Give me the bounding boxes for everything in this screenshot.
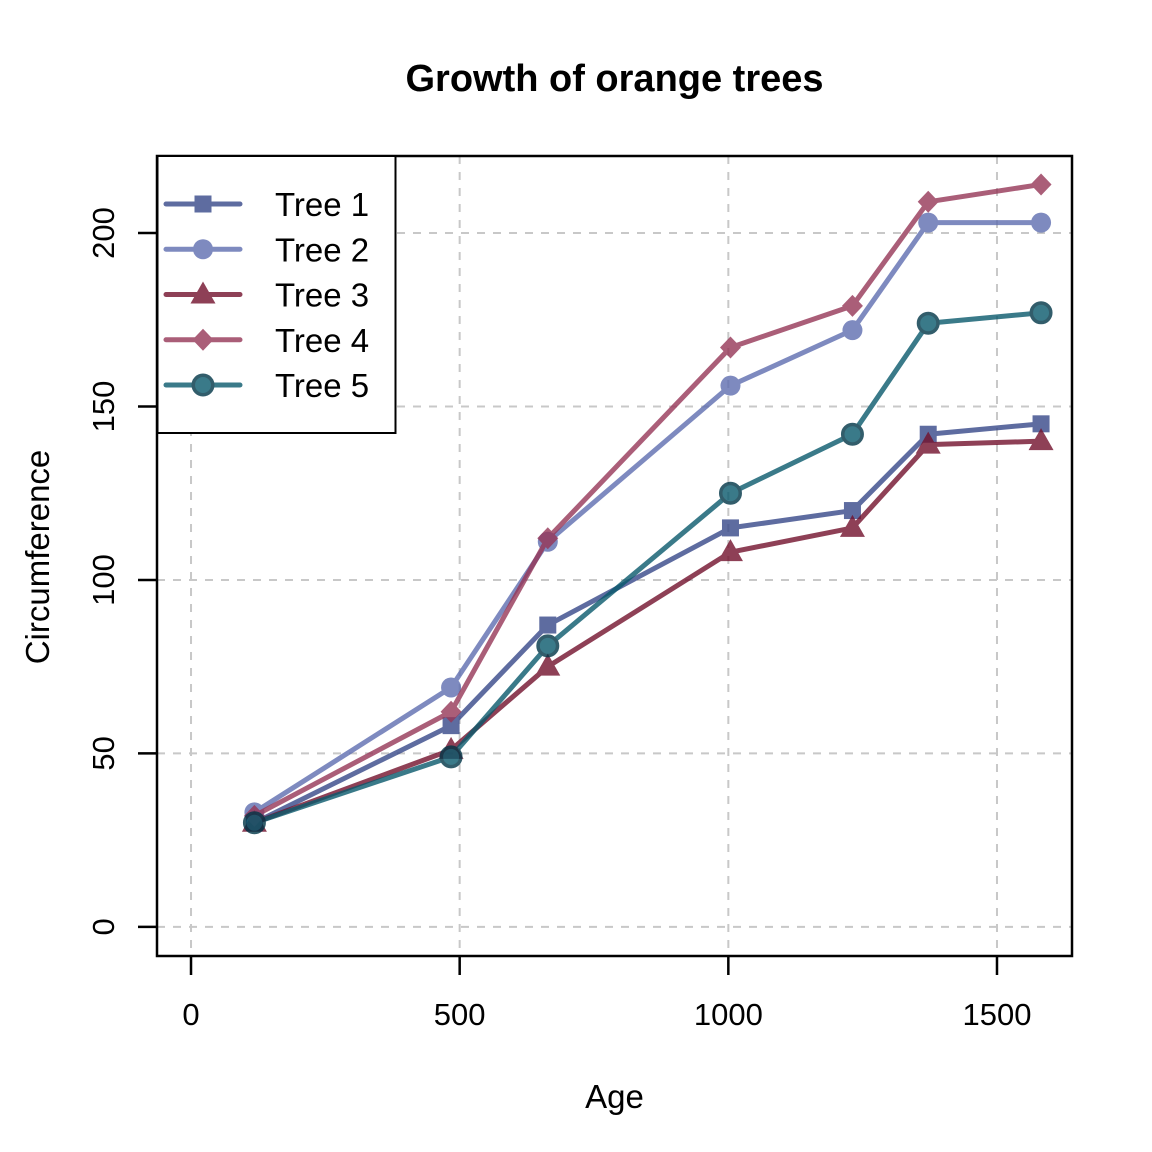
- data-point-circle: [1031, 212, 1052, 233]
- legend-label: Tree 5: [275, 367, 369, 404]
- legend-key: [163, 239, 243, 260]
- x-axis-tick-label: 500: [434, 997, 486, 1032]
- y-axis-title: Circumference: [19, 449, 56, 665]
- data-point-circle: [193, 239, 213, 260]
- data-point-square: [1032, 415, 1050, 433]
- data-point-ring: [916, 311, 940, 335]
- legend: Tree 1 Tree 2 Tree 3 Tree 4 Tree 5: [156, 155, 397, 434]
- data-point-diamond: [719, 336, 741, 359]
- x-axis-tick-label: 1000: [694, 997, 763, 1032]
- data-point-square: [194, 195, 212, 213]
- data-point-circle: [720, 375, 741, 396]
- legend-label: Tree 1: [275, 186, 369, 223]
- chart-title: Growth of orange trees: [405, 58, 824, 100]
- legend-label: Tree 3: [275, 277, 369, 314]
- data-point-triangle: [839, 514, 865, 537]
- data-point-ring: [840, 422, 864, 446]
- data-point-diamond: [192, 328, 214, 351]
- axis-tick-labels: 0 500 1000 1500 0 50 100 150 200: [86, 207, 1031, 1032]
- data-point-ring: [1029, 301, 1053, 325]
- data-point-diamond: [1030, 173, 1052, 196]
- y-axis-tick-label: 0: [86, 918, 121, 935]
- series-tree-1: [245, 415, 1050, 832]
- data-point-diamond: [917, 190, 939, 213]
- legend-key: [163, 195, 243, 213]
- data-point-circle: [918, 212, 939, 233]
- x-axis-tick-label: 0: [182, 997, 199, 1032]
- data-point-circle: [441, 677, 462, 698]
- data-point-triangle: [535, 653, 561, 676]
- data-point-circle: [1032, 303, 1051, 322]
- data-point-circle: [842, 320, 863, 341]
- data-point-ring: [191, 373, 215, 397]
- legend-key: [163, 328, 243, 351]
- data-point-circle: [843, 425, 862, 444]
- legend-label: Tree 2: [275, 231, 369, 268]
- plot-border: [155, 154, 1074, 958]
- data-point-diamond: [841, 294, 863, 317]
- data-point-ring: [242, 811, 266, 835]
- data-point-diamond: [440, 700, 462, 723]
- data-point-circle: [721, 484, 740, 503]
- y-axis-tick-label: 50: [86, 736, 121, 770]
- series-line: [251, 421, 1044, 826]
- data-point-triangle: [1028, 428, 1054, 451]
- y-axis-tick-label: 150: [86, 381, 121, 433]
- data-point-diamond: [537, 527, 559, 550]
- legend-label: Tree 4: [275, 322, 369, 359]
- data-point-square: [539, 616, 557, 634]
- data-point-triangle: [915, 431, 941, 454]
- y-axis-tick-label: 200: [86, 207, 121, 259]
- data-point-circle: [194, 376, 212, 394]
- data-point-square: [721, 519, 739, 537]
- series-tree-4: [243, 173, 1052, 827]
- data-point-square: [843, 502, 861, 520]
- series-tree-5: [242, 301, 1053, 835]
- legend-key: [163, 281, 243, 304]
- data-point-ring: [439, 745, 463, 769]
- axis-ticks: [138, 231, 999, 975]
- data-point-triangle: [190, 281, 216, 304]
- data-point-ring: [536, 634, 560, 658]
- y-axis-tick-label: 100: [86, 554, 121, 606]
- data-point-square: [442, 717, 460, 735]
- data-point-ring: [718, 481, 742, 505]
- data-point-triangle: [717, 539, 743, 562]
- data-point-circle: [245, 813, 264, 832]
- data-point-circle: [538, 636, 557, 655]
- data-point-circle: [442, 747, 461, 766]
- x-axis-tick-label: 1500: [963, 997, 1032, 1032]
- data-point-circle: [919, 314, 938, 333]
- legend-key: [163, 373, 243, 397]
- x-axis-title: Age: [585, 1078, 644, 1115]
